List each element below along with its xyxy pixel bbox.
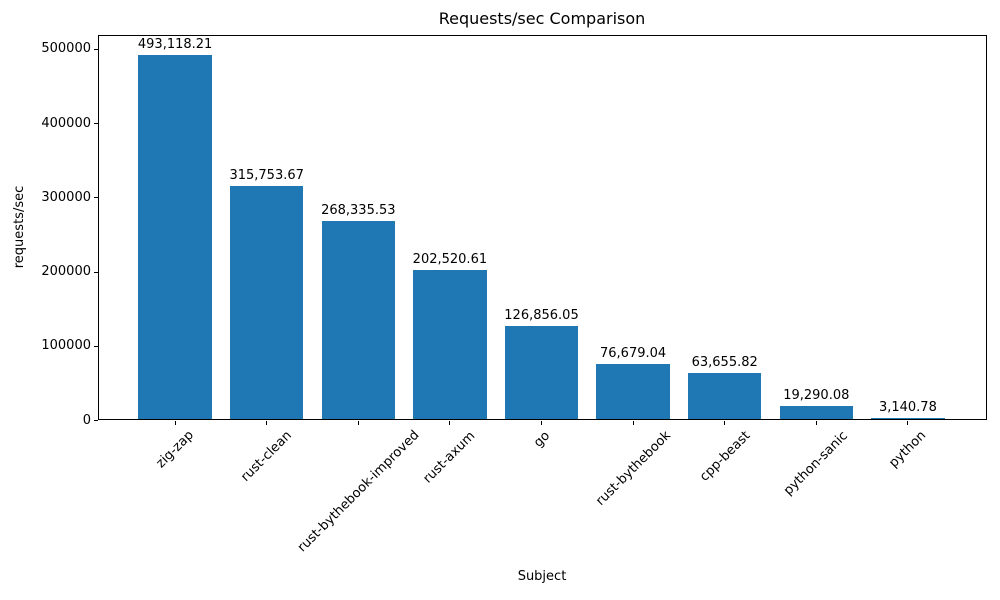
- x-tick-label: rust-bythebook: [592, 428, 674, 509]
- bar: [230, 186, 304, 421]
- x-tick-label: python-sanic: [781, 428, 852, 499]
- x-tick-label: go: [530, 428, 553, 451]
- y-tick-mark: [94, 420, 98, 421]
- bar: [413, 270, 487, 421]
- bar-value-label: 19,290.08: [783, 388, 850, 404]
- bar-value-label: 315,753.67: [229, 168, 304, 184]
- y-axis-label: requests/sec: [12, 185, 27, 269]
- bar: [321, 221, 395, 421]
- x-tick-label: rust-clean: [238, 428, 296, 485]
- x-axis-label: Subject: [517, 569, 567, 584]
- x-tick-mark: [815, 421, 817, 425]
- bar-value-label: 126,856.05: [504, 308, 579, 324]
- x-tick-label: python: [886, 428, 930, 471]
- x-tick-mark: [357, 421, 359, 425]
- x-tick-mark: [541, 421, 542, 425]
- bar: [138, 54, 212, 421]
- chart-title: Requests/sec Comparison: [438, 9, 646, 28]
- x-tick-mark: [449, 421, 451, 425]
- x-tick-label: rust-axum: [420, 428, 479, 487]
- x-tick-mark: [724, 421, 726, 425]
- bar-value-label: 3,140.78: [878, 400, 937, 416]
- y-tick-mark: [94, 48, 98, 50]
- x-tick-mark: [266, 421, 268, 425]
- y-tick-mark: [94, 271, 98, 273]
- y-tick-label: 100000: [41, 338, 91, 354]
- bar-value-label: 76,679.04: [600, 345, 667, 361]
- bar: [688, 373, 762, 421]
- y-tick-label: 200000: [41, 264, 91, 280]
- x-tick-mark: [174, 421, 176, 425]
- x-tick-label: rust-bythebook-improved: [294, 428, 423, 556]
- x-tick-label: cpp-beast: [696, 428, 753, 485]
- y-tick-label: 500000: [41, 41, 91, 57]
- y-tick-label: 0: [82, 412, 91, 428]
- bar: [779, 406, 853, 421]
- y-tick-mark: [94, 345, 98, 347]
- y-tick-mark: [94, 123, 98, 125]
- x-tick-label: zig-zap: [153, 428, 198, 472]
- y-tick-mark: [94, 197, 98, 199]
- bar-value-label: 268,335.53: [321, 203, 396, 219]
- bar-value-label: 63,655.82: [691, 355, 758, 371]
- y-tick-label: 400000: [41, 115, 91, 131]
- y-tick-label: 300000: [41, 189, 91, 205]
- bar-value-label: 493,118.21: [137, 36, 213, 52]
- bar-value-label: 202,520.61: [412, 252, 488, 268]
- bar: [596, 363, 670, 421]
- bar: [504, 326, 579, 421]
- x-tick-mark: [632, 421, 634, 425]
- x-tick-mark: [907, 421, 909, 425]
